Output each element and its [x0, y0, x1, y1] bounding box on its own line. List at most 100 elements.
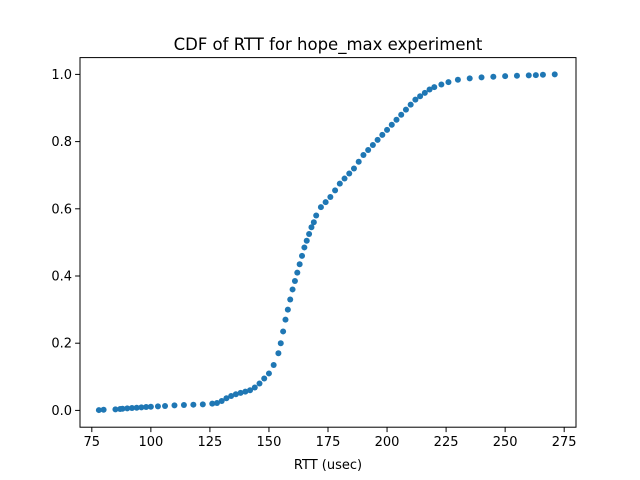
- data-point: [393, 116, 400, 123]
- data-point: [213, 400, 220, 407]
- data-point: [322, 199, 329, 206]
- x-tick-label: 250: [493, 435, 518, 450]
- data-point: [287, 296, 294, 303]
- data-point: [256, 380, 263, 387]
- data-point: [332, 187, 339, 194]
- data-point: [336, 180, 343, 187]
- data-point: [124, 405, 131, 412]
- data-point: [251, 384, 258, 391]
- y-axis: 0.0 0.2 0.4 0.6 0.8 1.0: [51, 68, 80, 419]
- data-point: [199, 401, 206, 408]
- data-point: [100, 406, 107, 413]
- data-point: [379, 131, 386, 138]
- data-point: [438, 81, 445, 88]
- data-point: [261, 375, 268, 382]
- data-point: [454, 76, 461, 83]
- data-point: [128, 405, 135, 412]
- data-point: [341, 175, 348, 182]
- data-point: [247, 387, 254, 394]
- data-point: [294, 269, 301, 276]
- x-axis-label: RTT (usec): [294, 458, 362, 473]
- data-point: [360, 152, 367, 159]
- data-point: [242, 388, 249, 395]
- data-point: [296, 261, 303, 268]
- data-point: [466, 75, 473, 82]
- data-point: [402, 106, 409, 113]
- y-tick-label: 0.4: [51, 270, 72, 285]
- data-point: [228, 392, 235, 399]
- data-point: [180, 402, 187, 409]
- data-point: [190, 401, 197, 408]
- x-tick-label: 150: [257, 435, 282, 450]
- y-tick-label: 0.2: [51, 337, 72, 352]
- data-point: [237, 389, 244, 396]
- data-point: [539, 71, 546, 78]
- data-point: [138, 404, 145, 411]
- data-point: [112, 406, 119, 413]
- data-point: [133, 404, 140, 411]
- data-point: [317, 204, 324, 211]
- data-point: [171, 402, 178, 409]
- x-tick-label: 125: [197, 435, 222, 450]
- data-point: [490, 73, 497, 80]
- data-point: [369, 141, 376, 148]
- data-point: [270, 362, 277, 369]
- data-point: [407, 101, 414, 108]
- data-point: [223, 395, 230, 402]
- data-point: [525, 72, 532, 79]
- data-point: [95, 407, 102, 414]
- data-point: [355, 158, 362, 165]
- data-point: [143, 404, 150, 411]
- data-point: [303, 237, 310, 244]
- plot-area: [95, 71, 558, 414]
- data-point: [301, 244, 308, 251]
- data-point: [289, 286, 296, 293]
- data-point: [232, 391, 239, 398]
- data-point: [291, 278, 298, 285]
- data-point: [551, 71, 558, 78]
- y-tick-label: 0.0: [51, 404, 72, 419]
- data-point: [350, 165, 357, 172]
- data-point: [431, 84, 438, 91]
- x-tick-label: 100: [138, 435, 163, 450]
- y-tick-label: 0.8: [51, 135, 72, 150]
- data-point: [374, 136, 381, 143]
- x-tick-label: 200: [375, 435, 400, 450]
- data-point: [306, 231, 313, 237]
- data-point: [147, 403, 154, 410]
- data-point: [532, 72, 539, 79]
- data-point: [119, 405, 126, 412]
- x-tick-label: 75: [84, 435, 101, 450]
- data-point: [299, 252, 306, 259]
- data-point: [417, 93, 424, 100]
- data-point: [384, 126, 391, 133]
- data-point: [398, 111, 405, 118]
- data-point: [346, 170, 353, 177]
- data-point: [308, 224, 315, 231]
- data-point: [275, 350, 282, 357]
- data-point: [502, 73, 509, 80]
- data-point: [388, 121, 395, 128]
- data-point: [365, 147, 372, 153]
- data-point: [162, 403, 169, 410]
- x-axis: 75 100 125 150 175 200 225 250 275: [84, 427, 577, 450]
- data-point: [154, 403, 161, 410]
- data-point: [478, 74, 485, 81]
- data-point: [265, 370, 272, 377]
- data-point: [313, 212, 320, 219]
- y-tick-label: 0.6: [51, 202, 72, 217]
- data-point: [218, 397, 225, 404]
- data-point: [277, 340, 284, 347]
- data-point: [426, 86, 433, 93]
- data-point: [310, 219, 317, 226]
- x-tick-label: 275: [552, 435, 577, 450]
- y-tick-label: 1.0: [51, 68, 72, 83]
- x-tick-label: 225: [434, 435, 459, 450]
- data-point: [513, 72, 520, 79]
- data-point: [209, 400, 216, 407]
- data-point: [445, 79, 452, 86]
- x-tick-label: 175: [316, 435, 341, 450]
- data-point: [284, 306, 291, 313]
